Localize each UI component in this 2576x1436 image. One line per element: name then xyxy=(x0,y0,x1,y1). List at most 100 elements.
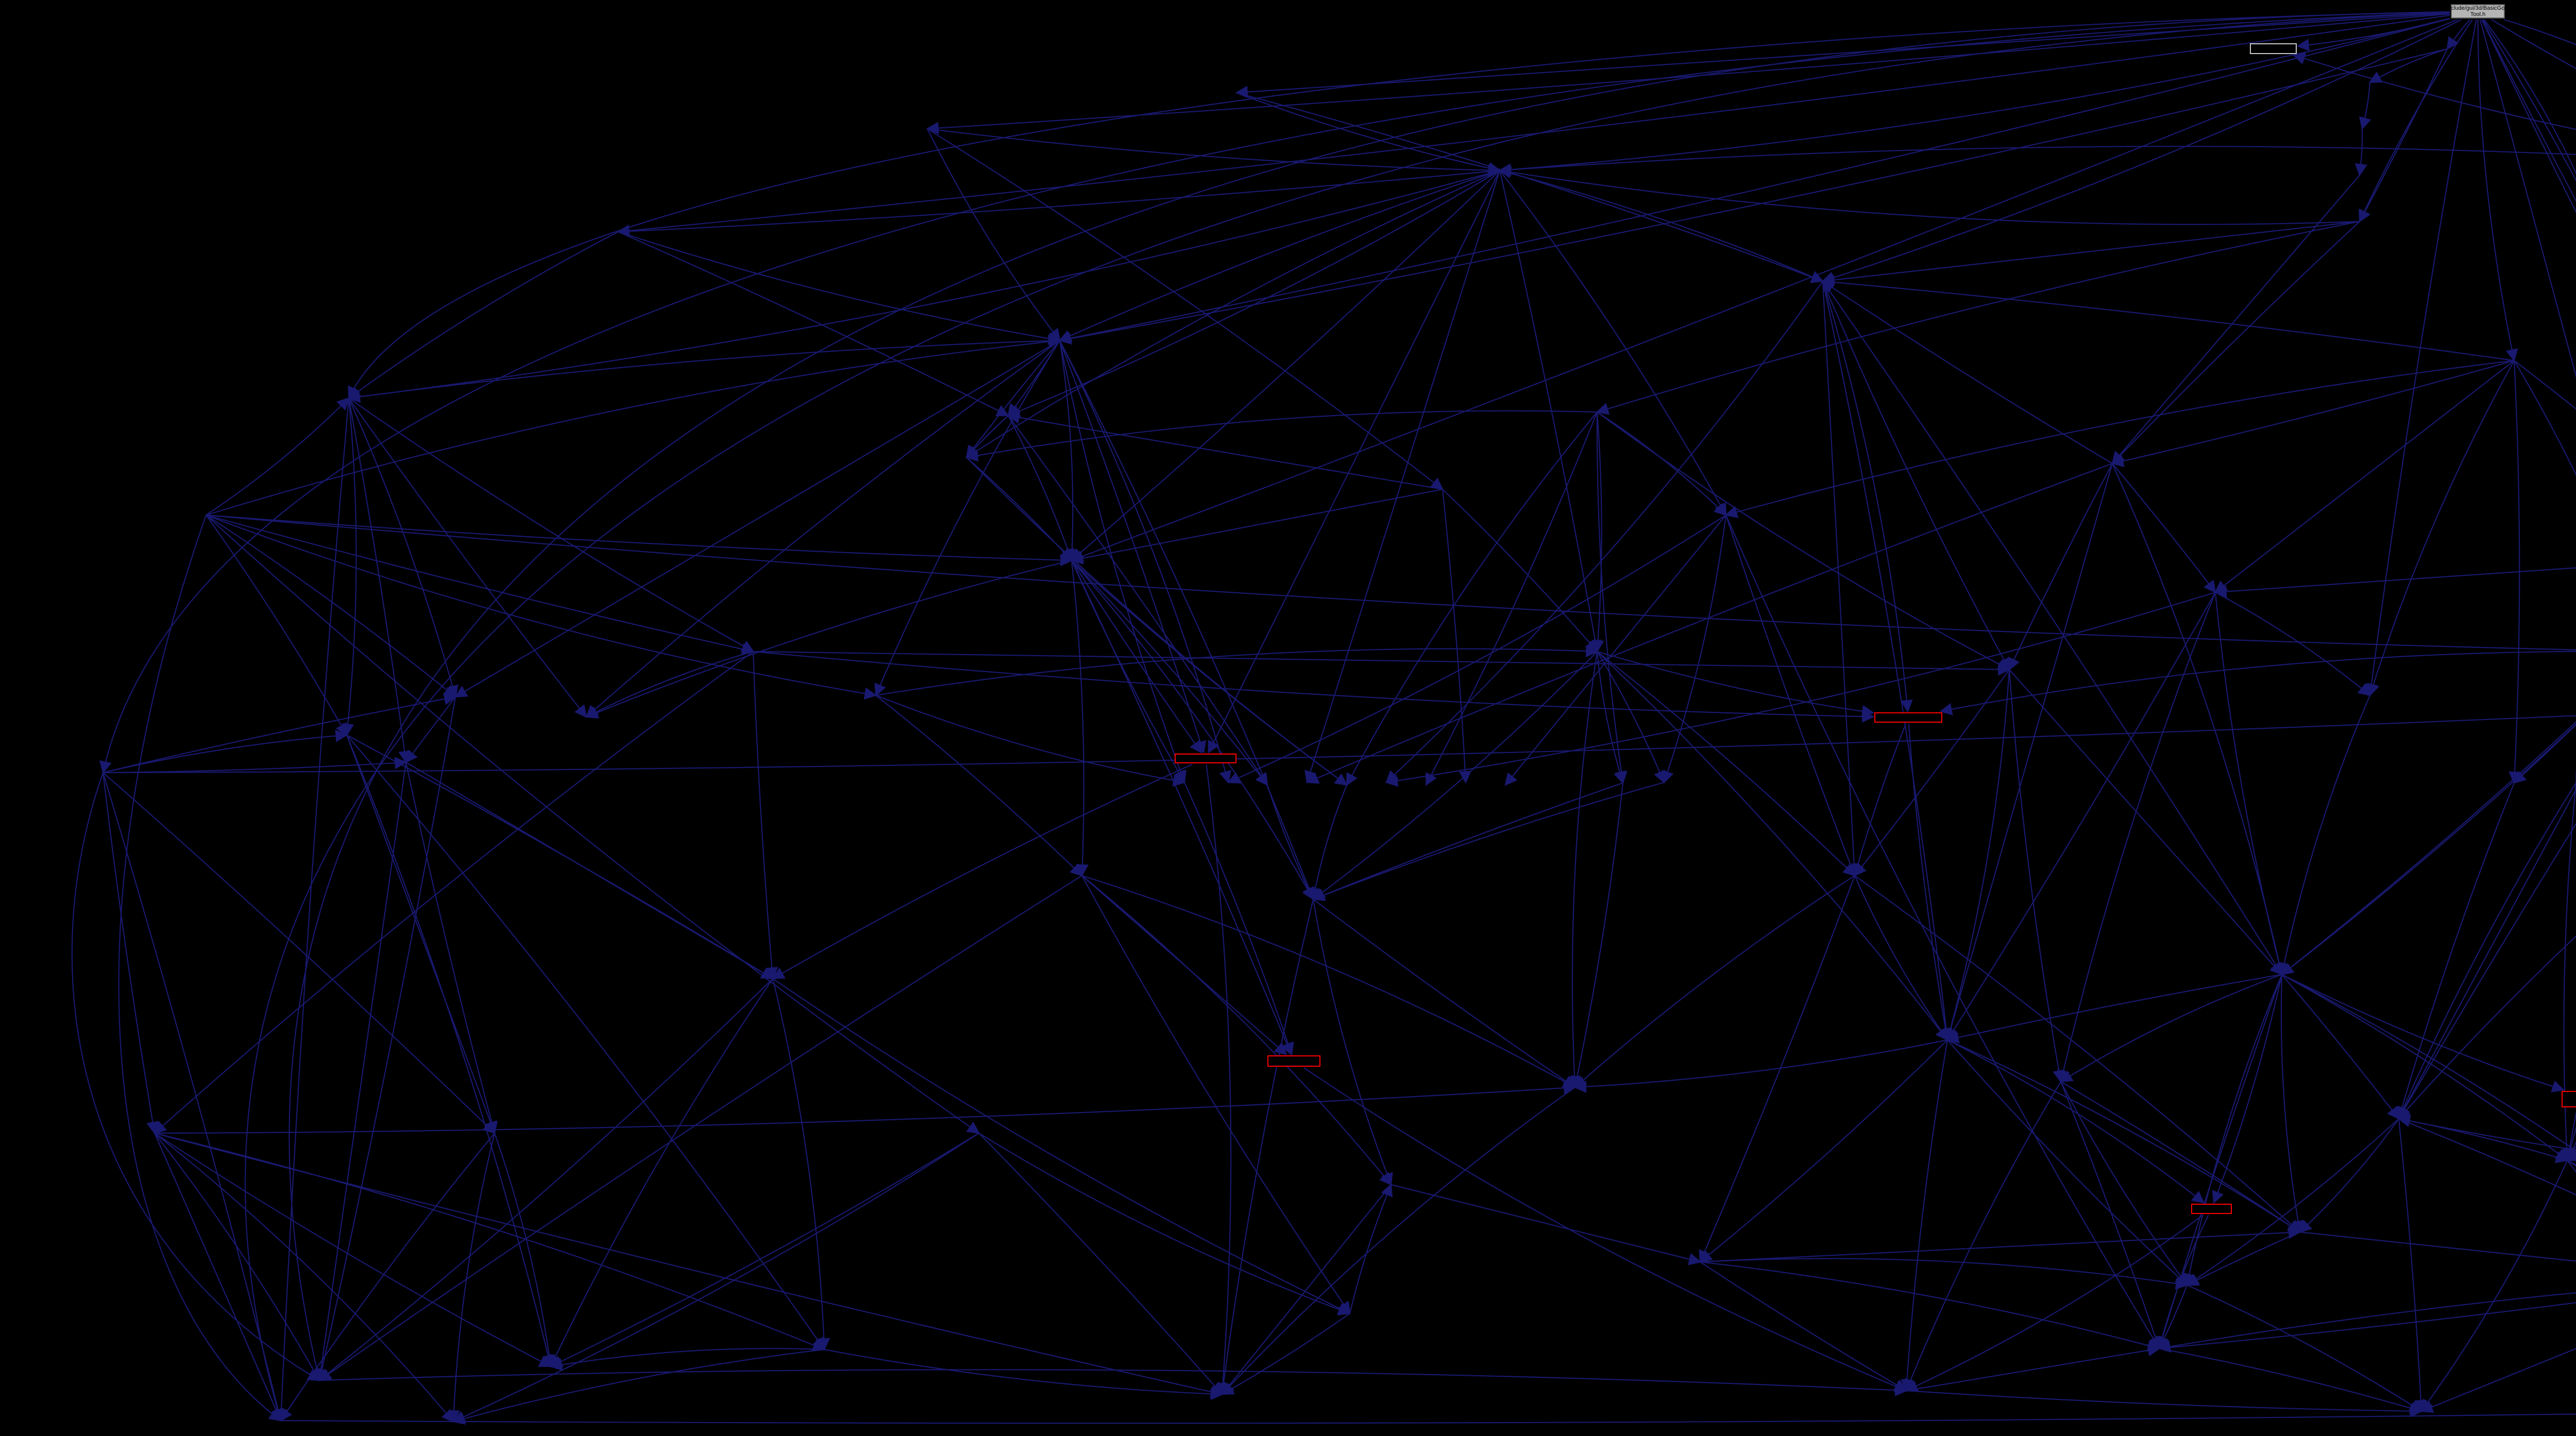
dependency-edge xyxy=(927,128,1061,341)
dependency-edge xyxy=(348,398,755,653)
dependency-edge xyxy=(1597,651,1948,1041)
dependency-edge xyxy=(206,515,348,737)
dependency-edge xyxy=(1070,488,1443,565)
root-node[interactable]: include/gui/3d/BasicGoal Tool.h xyxy=(2446,4,2510,19)
dependency-edge xyxy=(348,231,619,399)
dependency-edge xyxy=(2059,973,2282,1083)
dependency-edge xyxy=(103,693,457,774)
dependency-edge xyxy=(927,128,1444,490)
dependency-edge xyxy=(2396,782,2515,1120)
dependency-edge xyxy=(1385,281,1823,783)
dependency-edge xyxy=(447,1133,496,1423)
dependency-edge xyxy=(1442,489,1598,653)
dependency-edge xyxy=(1312,651,1598,900)
highlighted-node-1[interactable] xyxy=(1874,712,1942,723)
dependency-edge xyxy=(1007,170,1500,417)
dependency-edge xyxy=(1597,412,1727,516)
dependency-edge xyxy=(874,340,1060,697)
dependency-edge xyxy=(1081,875,1577,1088)
dependency-edge xyxy=(1309,784,1348,901)
dependency-edge xyxy=(1007,411,1443,490)
dependency-edge xyxy=(1425,412,1598,787)
dependency-edge xyxy=(1071,560,1293,1056)
dependency-edge xyxy=(1059,340,1315,901)
dependency-edge xyxy=(1498,146,2576,176)
dependency-edge xyxy=(2420,1348,2576,1413)
dependency-edge xyxy=(2481,19,2576,202)
highlighted-node-3[interactable] xyxy=(1267,1055,1320,1067)
dependency-edge xyxy=(154,1133,282,1422)
dependency-edge xyxy=(405,762,774,980)
dependency-edge xyxy=(342,398,357,737)
dependency-edge xyxy=(1724,360,2515,518)
dependency-edge xyxy=(1821,19,2462,284)
dependency-edge xyxy=(1822,281,2283,976)
dependency-edge xyxy=(2567,1160,2576,1166)
dependency-edge xyxy=(2185,1118,2399,1286)
dependency-edge xyxy=(346,734,825,1350)
dependency-edge xyxy=(1081,875,1392,1186)
dependency-edge xyxy=(1236,92,1824,283)
dependency-edge xyxy=(1854,875,2301,1233)
dependency-edge xyxy=(1854,875,1948,1041)
dependency-edge xyxy=(1008,415,1268,787)
dependency-edge xyxy=(2278,695,2371,976)
dependency-edge xyxy=(617,14,2450,237)
dependency-edge xyxy=(1442,489,1471,784)
dependency-edge xyxy=(280,1133,495,1422)
dependency-edge xyxy=(875,645,1599,696)
dependency-edge xyxy=(1266,784,1314,901)
dependency-edge xyxy=(2299,1231,2576,1262)
dependency-edge xyxy=(2008,669,2065,1083)
dependency-edge xyxy=(966,457,1348,786)
dependency-edge xyxy=(1725,515,1857,877)
dependency-edge xyxy=(1822,281,1913,713)
dependency-edge xyxy=(1498,166,2360,225)
dependency-edge xyxy=(1071,560,1202,754)
dependency-edge xyxy=(875,695,1083,877)
dependency-edge xyxy=(1821,280,2113,464)
dependency-edge xyxy=(1597,651,1856,877)
dependency-edge xyxy=(549,1133,979,1367)
dependency-edge xyxy=(2359,19,2473,223)
dependency-edge xyxy=(71,772,321,1381)
dependency-edge xyxy=(154,1132,1224,1398)
dependency-edge xyxy=(1312,781,1665,901)
dependency-edge xyxy=(118,515,282,1422)
dependency-edge xyxy=(618,231,1061,345)
dependency-edge xyxy=(1221,1184,1392,1395)
dependency-edge xyxy=(1071,170,1500,561)
dependency-edge xyxy=(1822,281,1953,1041)
dependency-edge xyxy=(2111,221,2360,465)
dependency-edge xyxy=(618,165,1501,233)
dependency-edge xyxy=(315,762,407,1382)
dependency-edge xyxy=(1939,651,2576,715)
dependency-edge xyxy=(103,729,348,774)
dependency-edge xyxy=(1391,1184,1702,1266)
dependency-edge xyxy=(618,231,1010,417)
dependency-edge xyxy=(550,978,773,1368)
dependency-edge xyxy=(1206,764,1232,1396)
dependency-edge xyxy=(1571,782,1624,1089)
dependency-edge xyxy=(154,1132,826,1351)
dependency-edge xyxy=(2281,721,2576,976)
dependency-edge xyxy=(346,734,497,1135)
dependency-edge xyxy=(318,978,773,1381)
dependency-edge xyxy=(2299,1118,2399,1233)
dependency-edge xyxy=(2060,1081,2188,1286)
dependency-edge xyxy=(2281,974,2400,1120)
highlighted-node-5[interactable] xyxy=(2191,1204,2232,1214)
highlighted-node-4[interactable] xyxy=(2562,1091,2576,1107)
included-by-node-1[interactable] xyxy=(2250,43,2297,54)
dependency-edge xyxy=(1852,723,1907,877)
dependency-edge xyxy=(405,696,456,763)
dependency-edge xyxy=(2009,669,2283,976)
dependency-edge xyxy=(2185,1231,2300,1286)
dependency-edge xyxy=(1385,591,2216,787)
dependency-edge xyxy=(1906,1344,2161,1392)
dependency-edge xyxy=(1059,340,1207,754)
dependency-edge xyxy=(2212,974,2283,1204)
highlighted-node-2[interactable] xyxy=(1175,754,1236,763)
dependency-edge xyxy=(1597,651,1666,784)
dependency-edge xyxy=(154,1082,1577,1134)
